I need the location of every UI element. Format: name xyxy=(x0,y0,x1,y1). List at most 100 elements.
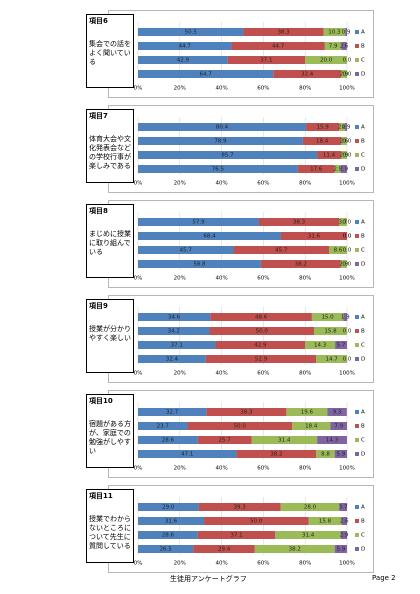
legend-label: A xyxy=(361,505,365,511)
bar-segment xyxy=(317,151,341,159)
bar-segment xyxy=(260,260,341,268)
x-tick-label: 20% xyxy=(174,86,186,92)
legend-label: C xyxy=(361,343,365,349)
bar-segment xyxy=(323,28,346,36)
legend-swatch xyxy=(355,410,359,414)
bar-segment xyxy=(138,260,261,268)
value-label: 25.7 xyxy=(219,438,232,444)
legend-label: D xyxy=(361,262,365,268)
bar-segment xyxy=(302,137,342,145)
x-tick-label: 0% xyxy=(134,371,143,377)
value-label: 38.2 xyxy=(295,262,307,268)
value-label: 85.7 xyxy=(221,153,234,159)
bar-segment xyxy=(138,70,274,78)
legend-swatch xyxy=(355,72,359,76)
x-tick-label: 100% xyxy=(339,561,355,567)
footer-caption: 生徒用アンケートグラフ xyxy=(170,575,247,583)
value-label: 0.0 xyxy=(343,234,352,240)
value-label: 37.1 xyxy=(260,58,272,64)
chart-frame xyxy=(108,10,374,98)
bar-segment xyxy=(335,341,347,349)
bar-segment xyxy=(340,165,347,173)
x-tick-label: 100% xyxy=(339,86,355,92)
x-tick-label: 60% xyxy=(257,561,269,567)
bar-segment xyxy=(205,355,317,363)
chart-frame xyxy=(108,200,374,288)
item-box: 項目7 体育大会や文化発表会などの学校行事が楽しみである xyxy=(86,109,134,183)
page-number: Page 2 xyxy=(372,574,396,582)
x-tick-label: 20% xyxy=(174,466,186,472)
legend-swatch xyxy=(355,357,359,361)
bar-segment xyxy=(340,151,347,159)
legend-swatch xyxy=(355,533,359,537)
value-label: 31.6 xyxy=(165,519,178,525)
value-label: 28.6 xyxy=(162,438,175,444)
legend-swatch xyxy=(355,44,359,48)
value-label: 2.9 xyxy=(340,153,349,159)
value-label: 11.4 xyxy=(323,153,336,159)
item-question: 体育大会や文化発表会などの学校行事が楽しみである xyxy=(89,135,131,170)
value-label: 2.8 xyxy=(338,125,347,131)
value-label: 9.3 xyxy=(333,410,342,416)
legend-swatch xyxy=(355,547,359,551)
value-label: 2.9 xyxy=(339,167,348,173)
x-tick-label: 20% xyxy=(174,276,186,282)
bar-segment xyxy=(345,28,347,36)
legend-swatch xyxy=(355,125,359,129)
bar-segment xyxy=(340,531,347,539)
value-label: 31.4 xyxy=(302,533,315,539)
bar-segment xyxy=(138,246,234,254)
legend-label: C xyxy=(361,248,365,254)
value-label: 32.4 xyxy=(301,72,314,78)
value-label: 0.0 xyxy=(343,153,352,159)
bar-segment xyxy=(206,408,287,416)
legend-label: A xyxy=(361,410,365,416)
value-label: 42.9 xyxy=(254,343,267,349)
bar-segment xyxy=(138,503,199,511)
x-tick-label: 60% xyxy=(257,466,269,472)
bar-segment xyxy=(138,165,298,173)
legend-label: C xyxy=(361,153,365,159)
legend-label: D xyxy=(361,72,365,78)
bar-segment xyxy=(138,517,205,525)
value-label: 5.9 xyxy=(336,452,345,458)
bar-segment xyxy=(138,28,244,36)
legend-swatch xyxy=(355,58,359,62)
value-label: 5.9 xyxy=(336,547,345,553)
item-title: 項目8 xyxy=(89,207,108,215)
value-label: 58.8 xyxy=(193,262,206,268)
bar-segment xyxy=(341,517,347,525)
bar-segment xyxy=(316,355,347,363)
x-tick-label: 60% xyxy=(257,181,269,187)
x-tick-label: 80% xyxy=(299,86,311,92)
value-label: 0.9 xyxy=(342,30,351,36)
bar-segment xyxy=(187,422,293,430)
value-label: 68.4 xyxy=(203,234,216,240)
legend-label: D xyxy=(361,452,365,458)
bar-segment xyxy=(324,42,342,50)
value-label: 80.4 xyxy=(216,125,229,131)
item-question: まじめに授業に取り組んでいる xyxy=(89,230,131,256)
legend-swatch xyxy=(355,248,359,252)
value-label: 0.9 xyxy=(342,125,351,131)
bar-segment xyxy=(243,28,324,36)
legend-swatch xyxy=(355,262,359,266)
legend-label: B xyxy=(361,234,365,240)
bar-segment xyxy=(327,408,347,416)
value-label: 7.9 xyxy=(334,424,343,430)
value-label: 31.6 xyxy=(308,234,321,240)
value-label: 2.9 xyxy=(339,262,348,268)
x-tick-label: 100% xyxy=(339,371,355,377)
x-tick-label: 0% xyxy=(134,181,143,187)
x-tick-label: 100% xyxy=(339,276,355,282)
bar-segment xyxy=(343,313,348,321)
value-label: 20.0 xyxy=(320,58,333,64)
value-label: 1.9 xyxy=(341,315,350,321)
bar-segment xyxy=(138,218,260,226)
x-tick-label: 60% xyxy=(257,86,269,92)
value-label: 28.0 xyxy=(304,505,317,511)
legend-label: A xyxy=(361,125,365,131)
value-label: 34.2 xyxy=(168,329,180,335)
value-label: 18.4 xyxy=(305,424,318,430)
value-label: 44.7 xyxy=(179,44,192,50)
